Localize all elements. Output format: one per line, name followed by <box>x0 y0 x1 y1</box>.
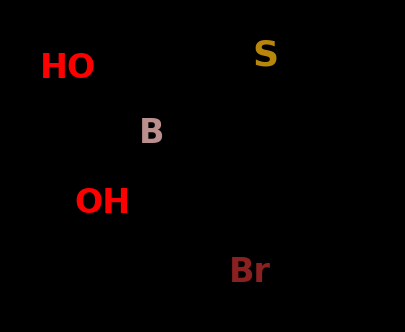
Text: B: B <box>139 117 164 149</box>
Text: Br: Br <box>228 256 270 289</box>
Text: S: S <box>252 38 277 72</box>
Text: OH: OH <box>75 187 131 219</box>
Text: HO: HO <box>40 51 96 85</box>
